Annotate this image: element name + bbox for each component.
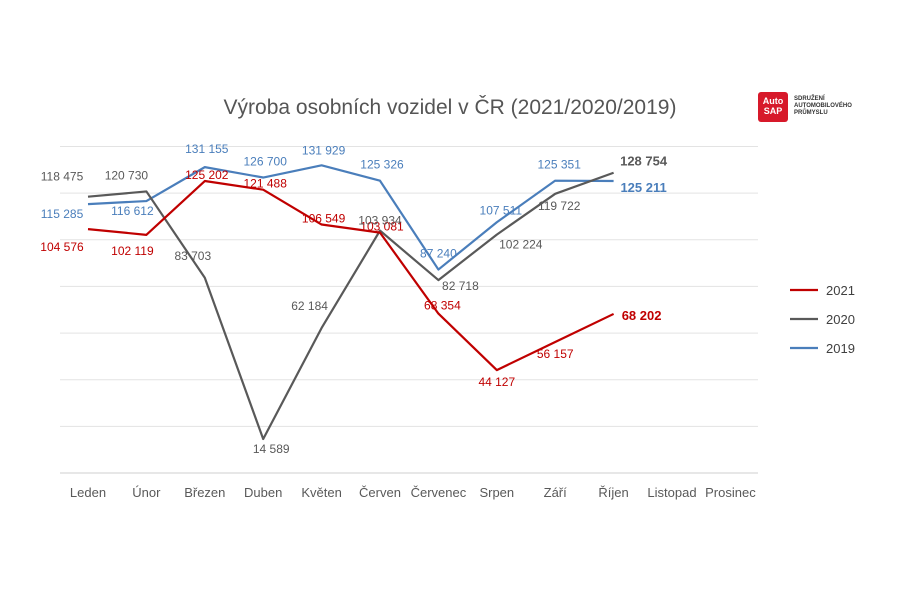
legend: 2021 2020 2019 [790,283,855,356]
series-lines [87,164,615,441]
data-label-2020: 103 934 [358,214,402,228]
x-tick-label: Květen [301,485,341,500]
series-line-2021 [87,179,615,372]
x-tick-label: Září [544,485,568,500]
data-label-2019: 107 511 [480,203,523,217]
data-label-2019: 125 326 [360,158,404,172]
legend-label-2021: 2021 [826,283,855,298]
logo-badge-line1: Auto [762,96,784,106]
data-label-2019: 125 211 [620,180,666,195]
series-line-2020 [87,171,614,441]
x-tick-label: Prosinec [705,485,756,500]
data-label-2020: 119 722 [538,199,581,213]
data-label-2021: 103 081 [360,220,404,234]
logo-org-name: SDRUŽENÍ AUTOMOBILOVÉHO PRŮMYSLU [794,96,884,117]
gridlines [60,146,758,474]
logo-org-line: AUTOMOBILOVÉHO [794,103,852,109]
data-label-2020: 102 224 [499,238,543,252]
data-label-2020: 118 475 [41,170,84,184]
logo-org-line: SDRUŽENÍ [794,96,825,102]
data-label-2020: 83 703 [174,249,211,263]
data-label-2020: 82 718 [442,279,479,293]
chart-title: Výroba osobních vozidel v ČR (2021/2020/… [223,96,677,119]
data-label-2019: 116 612 [111,204,154,218]
data-label-2021: 44 127 [478,375,515,389]
data-label-2019: 115 285 [41,207,84,221]
data-label-2020: 120 730 [105,168,149,182]
data-label-2021: 104 576 [40,240,84,254]
x-tick-label: Říjen [598,485,628,500]
logo-badge-line2: SAP [763,106,783,116]
data-label-2019: 125 351 [538,158,582,172]
data-label-2021: 68 354 [424,299,461,313]
data-label-2021: 102 119 [111,244,154,258]
x-axis-ticks: Leden Únor Březen Duben Květen Červen Červenec… [70,485,756,500]
data-labels: 104 576 102 119 125 202 121 488 106 549 103 0… [40,142,668,456]
data-label-2021: 56 157 [537,347,574,361]
x-tick-label: Červen [359,485,401,500]
data-label-2020: 62 184 [291,299,328,313]
x-tick-label: Leden [70,485,106,500]
data-label-2021: 68 202 [622,308,662,323]
autosap-badge: Auto SAP [758,92,788,122]
data-label-2019: 126 700 [244,155,288,169]
data-label-2019: 87 240 [420,247,457,261]
data-label-2019: 131 155 [185,142,229,156]
x-tick-label: Srpen [479,485,514,500]
data-label-2020: 128 754 [620,154,668,169]
legend-label-2019: 2019 [826,341,855,356]
x-tick-label: Listopad [647,485,696,500]
data-label-2021: 121 488 [244,177,288,191]
data-label-2021: 125 202 [185,168,229,182]
series-line-2019 [87,164,614,271]
legend-label-2020: 2020 [826,312,855,327]
data-label-2019: 131 929 [302,143,346,157]
x-tick-label: Duben [244,485,282,500]
x-tick-label: Únor [132,485,161,500]
x-tick-label: Březen [184,485,225,500]
data-label-2021: 106 549 [302,212,346,226]
data-label-2020: 14 589 [253,442,290,456]
x-tick-label: Červenec [411,485,467,500]
logo-org-line: PRŮMYSLU [794,110,828,116]
